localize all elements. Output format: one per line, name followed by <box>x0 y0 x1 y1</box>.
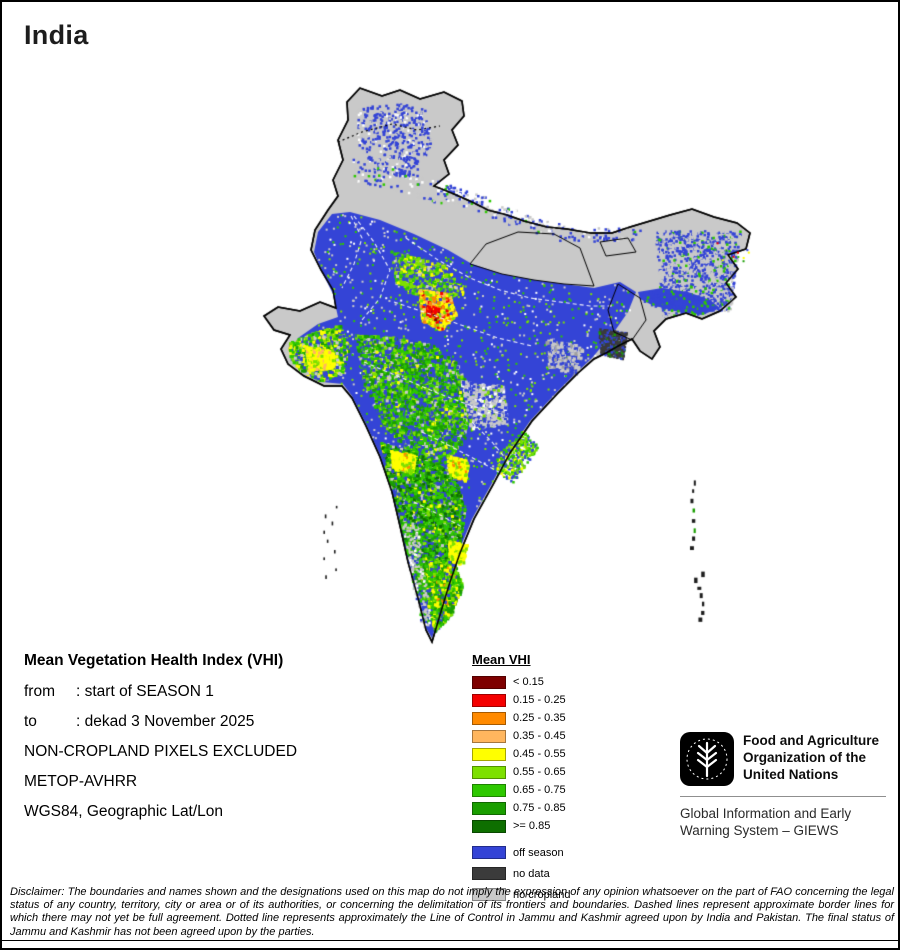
legend-item-no_data: no data <box>472 863 571 884</box>
fao-divider <box>680 796 886 797</box>
legend-label: off season <box>513 846 564 859</box>
info-row: NON-CROPLAND PIXELS EXCLUDED <box>24 743 297 773</box>
legend-title: Mean VHI <box>472 652 531 667</box>
legend-item-off_season: off season <box>472 842 571 863</box>
map-info-block: Mean Vegetation Health Index (VHI) from:… <box>24 652 297 833</box>
legend-item-r35_45: 0.35 - 0.45 <box>472 727 571 745</box>
info-rows: from : start of SEASON 1 to : dekad 3 Novem… <box>24 683 297 833</box>
legend-item-r55_65: 0.55 - 0.65 <box>472 763 571 781</box>
info-row-text: : start of SEASON 1 <box>76 683 214 700</box>
fao-wheat-icon <box>680 732 734 786</box>
legend-swatch-ge_85 <box>472 819 506 833</box>
legend: Mean VHI < 0.15 0.15 - 0.25 0.25 - 0.35 0.3… <box>472 652 571 905</box>
legend-item-ge_85: >= 0.85 <box>472 817 571 835</box>
legend-label: 0.65 - 0.75 <box>513 784 566 796</box>
legend-swatch-no_cropland <box>472 888 506 901</box>
legend-label: 0.55 - 0.65 <box>513 766 566 778</box>
legend-label: 0.25 - 0.35 <box>513 712 566 724</box>
legend-swatch-r35_45 <box>472 729 506 743</box>
legend-label: 0.15 - 0.25 <box>513 694 566 706</box>
legend-item-r15_25: 0.15 - 0.25 <box>472 691 571 709</box>
legend-label: 0.45 - 0.55 <box>513 748 566 760</box>
info-row-text: WGS84, Geographic Lat/Lon <box>24 803 224 820</box>
legend-label: 0.75 - 0.85 <box>513 802 566 814</box>
legend-swatch-r55_65 <box>472 765 506 779</box>
legend-item-r25_35: 0.25 - 0.35 <box>472 709 571 727</box>
legend-label: 0.35 - 0.45 <box>513 730 566 742</box>
legend-swatch-r75_85 <box>472 801 506 815</box>
legend-label: no cropland <box>513 888 571 901</box>
legend-item-no_cropland: no cropland <box>472 884 571 905</box>
info-row: METOP-AVHRR <box>24 773 297 803</box>
info-row-text: : dekad 3 November 2025 <box>76 713 255 730</box>
info-row-text: NON-CROPLAND PIXELS EXCLUDED <box>24 743 298 760</box>
legend-swatch-r15_25 <box>472 693 506 707</box>
disclaimer-text: Disclaimer: The boundaries and names sho… <box>10 886 894 938</box>
legend-item-r45_55: 0.45 - 0.55 <box>472 745 571 763</box>
info-row-label: to <box>24 713 37 730</box>
legend-classes: < 0.15 0.15 - 0.25 0.25 - 0.35 0.35 - 0.45 0… <box>472 673 571 835</box>
info-row: to : dekad 3 November 2025 <box>24 713 297 743</box>
legend-extras: off season no data no cropland <box>472 842 571 905</box>
legend-label: >= 0.85 <box>513 820 551 832</box>
page-title: India <box>24 20 89 50</box>
legend-swatch-r45_55 <box>472 747 506 761</box>
info-row-label: from <box>24 683 55 700</box>
info-row-text: METOP-AVHRR <box>24 773 138 790</box>
info-row: from : start of SEASON 1 <box>24 683 297 713</box>
legend-item-lt_015: < 0.15 <box>472 673 571 691</box>
legend-swatch-no_data <box>472 867 506 880</box>
info-row: WGS84, Geographic Lat/Lon <box>24 803 297 833</box>
giews-label: Global Information and Early Warning Sys… <box>680 806 852 838</box>
legend-swatch-lt_015 <box>472 675 506 689</box>
legend-item-r75_85: 0.75 - 0.85 <box>472 799 571 817</box>
fao-org-name: Food and Agriculture Organization of the… <box>743 733 879 782</box>
bottom-rule <box>2 940 898 941</box>
legend-swatch-r25_35 <box>472 711 506 725</box>
legend-swatch-off_season <box>472 846 506 859</box>
legend-swatch-r65_75 <box>472 783 506 797</box>
india-vhi-map <box>2 2 900 662</box>
legend-label: no data <box>513 867 550 880</box>
info-title: Mean Vegetation Health Index (VHI) <box>24 652 284 669</box>
legend-label: < 0.15 <box>513 676 544 688</box>
fao-block: Food and Agriculture Organization of the… <box>680 732 886 839</box>
legend-item-r65_75: 0.65 - 0.75 <box>472 781 571 799</box>
